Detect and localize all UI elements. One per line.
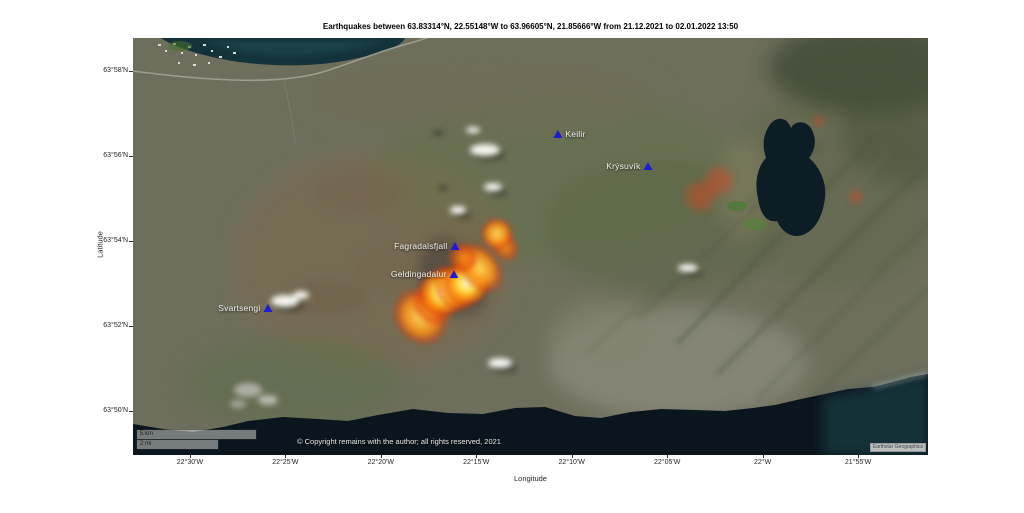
y-tick-mark (129, 241, 133, 243)
x-tick-mark (189, 455, 191, 458)
x-tick-label: 22°30'W (176, 459, 204, 466)
marker-label: Krýsuvík (606, 161, 641, 172)
marker-geldingadalur[interactable]: Geldingadalur (391, 269, 459, 279)
satellite-terrain-image (133, 38, 928, 455)
marker-svartsengi[interactable]: Svartsengi (218, 303, 273, 313)
triangle-marker-icon (449, 270, 459, 279)
x-tick-mark (476, 455, 478, 458)
x-tick-mark (858, 455, 860, 458)
scale-bar-km: 5 km (137, 430, 256, 439)
y-tick-label: 63°58'N (103, 67, 128, 75)
marker-keilir[interactable]: Keilir (553, 129, 585, 139)
marker-label: Keilir (565, 129, 586, 140)
y-tick-label: 63°56'N (103, 152, 128, 160)
triangle-marker-icon (553, 130, 563, 139)
scale-bar: 5 km 2 mi (137, 430, 256, 450)
x-tick-label: 22°10'W (558, 459, 585, 466)
y-tick-mark (129, 71, 133, 73)
x-tick-label: 22°25'W (272, 459, 299, 466)
x-tick-mark (285, 455, 287, 458)
y-axis-label: Latitude (95, 231, 105, 258)
triangle-marker-icon (450, 242, 460, 251)
y-tick-label: 63°52'N (103, 321, 128, 329)
scale-bar-mi: 2 mi (137, 440, 218, 449)
marker-label: Geldingadalur (390, 269, 447, 280)
x-tick-mark (667, 455, 669, 458)
marker-label: Fagradalsfjall (394, 241, 448, 252)
triangle-marker-icon (263, 304, 273, 313)
y-tick-mark (129, 325, 133, 327)
x-tick-label: 21°55'W (844, 459, 872, 466)
figure-title: Earthquakes between 63.83314°N, 22.55148… (322, 22, 739, 31)
x-tick-label: 22°15'W (463, 459, 490, 466)
marker-krysuvik[interactable]: Krýsuvík (606, 161, 653, 171)
x-tick-mark (762, 455, 764, 458)
map-canvas[interactable]: Keilir Krýsuvík Fagradalsfjall Geldingadalu… (133, 38, 928, 455)
copyright-notice: © Copyright remains with the author; all… (297, 437, 501, 446)
y-tick-mark (129, 156, 133, 158)
x-tick-label: 22°05'W (653, 459, 681, 466)
y-tick-label: 63°50'N (103, 406, 128, 414)
y-tick-mark (129, 410, 133, 412)
y-tick-label: 63°54'N (103, 237, 128, 245)
marker-label: Svartsengi (218, 303, 261, 314)
x-tick-label: 22°W (753, 459, 772, 466)
x-tick-label: 22°20'W (367, 459, 394, 466)
triangle-marker-icon (643, 162, 653, 171)
x-axis-label: Longitude (514, 474, 547, 483)
x-tick-mark (571, 455, 573, 458)
marker-fagradalsfjall[interactable]: Fagradalsfjall (394, 241, 460, 251)
imagery-attribution: Earthstar Geographics (869, 443, 926, 452)
x-tick-mark (380, 455, 382, 458)
